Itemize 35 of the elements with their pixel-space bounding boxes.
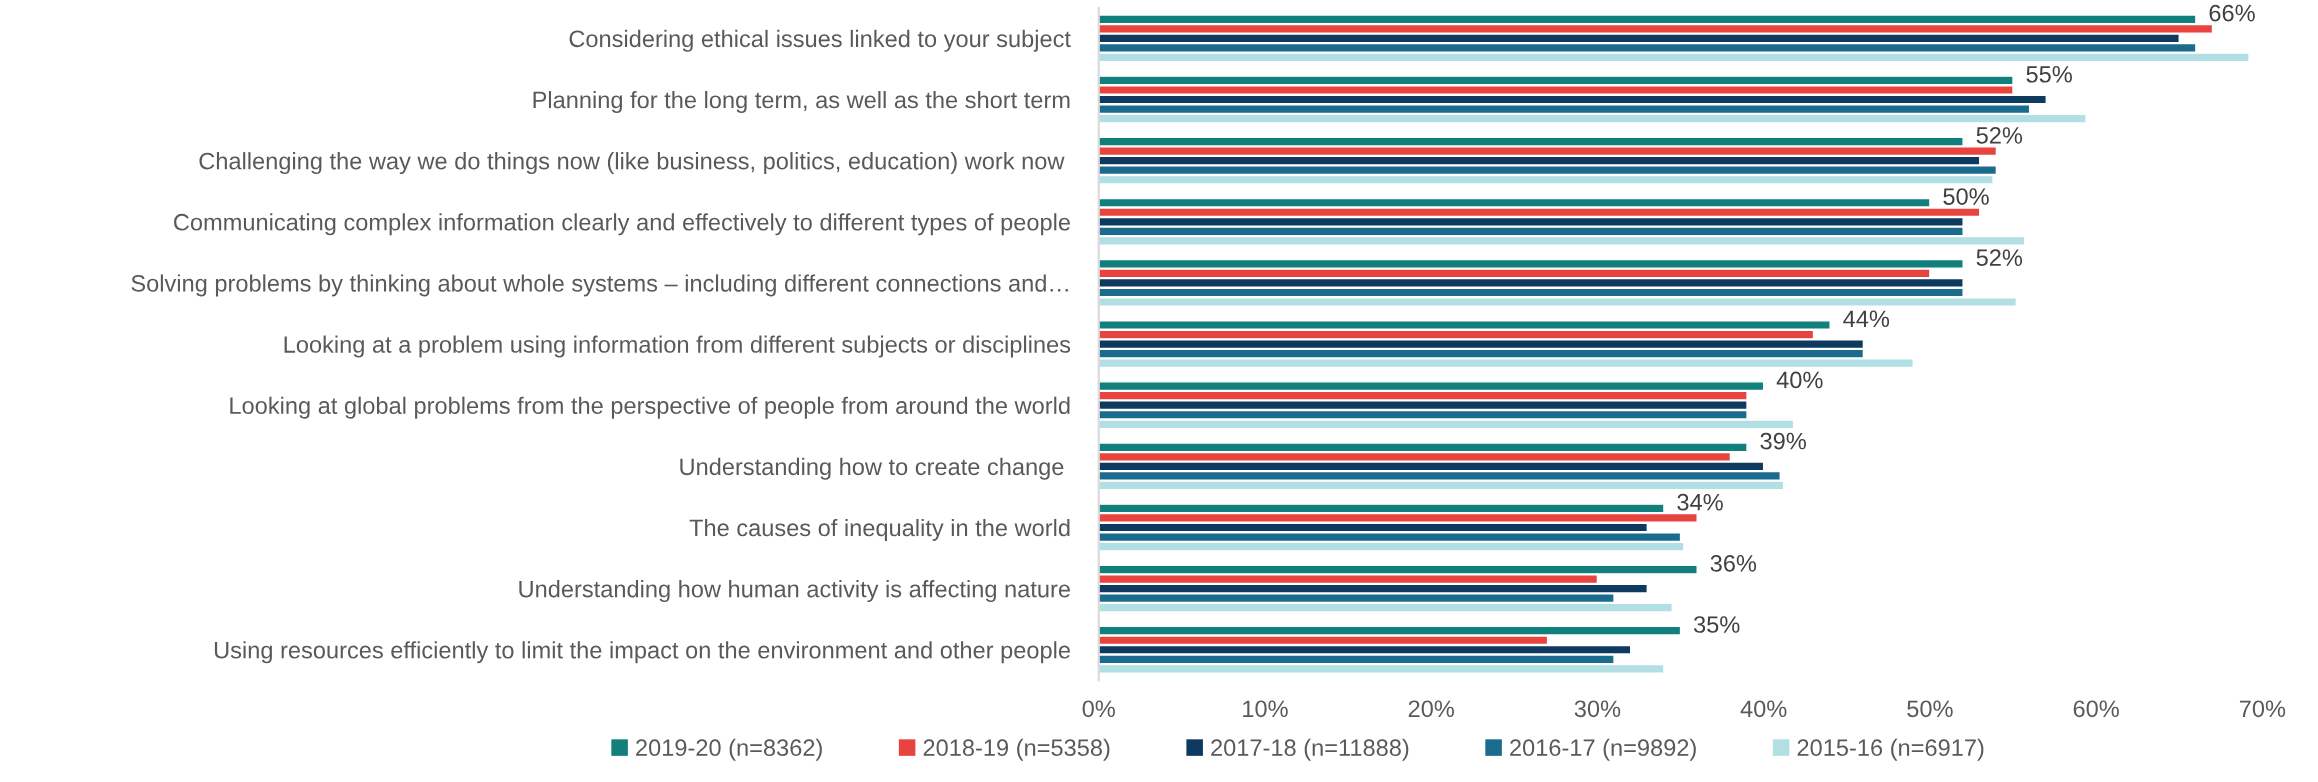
y-tick-label: Understanding how to create change — [680, 457, 1064, 480]
y-tick-label: The causes of inequality in the world — [689, 518, 1070, 541]
y-tick-label: Planning for the long term, as well as the short term — [533, 90, 1070, 113]
legend-label: 2015-16 (n=6917) — [1797, 738, 1984, 761]
data-label: 52% — [1976, 249, 2023, 267]
data-label: 36% — [1710, 555, 1757, 572]
data-label: 39% — [1760, 432, 1806, 450]
y-tick-label: Considering ethical issues linked to your subject — [569, 29, 1071, 52]
y-tick-label: Looking at a problem using information from different subjects or disciplines — [284, 335, 1071, 358]
legend-label: 2018-19 (n=5358) — [923, 738, 1110, 761]
x-tick-label: 0% — [1082, 700, 1115, 718]
legend-label: 2019-20 (n=8362) — [636, 738, 822, 761]
data-label: 35% — [1693, 616, 1740, 633]
y-tick-label: Solving problems by thinking about whole systems – including different connections and… — [131, 274, 1068, 297]
data-label: 44% — [1843, 310, 1890, 328]
legend-label: 2017-18 (n=11888) — [1211, 738, 1409, 761]
y-tick-label: Communicating complex information clearly and effectively to different types of people — [174, 213, 1070, 236]
x-tick-label: 50% — [1907, 700, 1953, 718]
y-tick-label: Using resources efficiently to limit the impact on the environment and other people — [214, 641, 1070, 664]
legend-label: 2016-17 (n=9892) — [1510, 738, 1696, 761]
data-label: 52% — [1976, 127, 2023, 144]
data-label: 55% — [2026, 66, 2072, 83]
y-tick-label: Looking at global problems from the perspective of people from around the world — [230, 396, 1070, 419]
y-tick-label: Challenging the way we do things now (like business, politics, education) work now — [199, 152, 1065, 175]
y-tick-label: Understanding how human activity is affecting nature — [519, 580, 1070, 603]
x-tick-label: 30% — [1574, 700, 1621, 718]
data-label: 40% — [1776, 371, 1823, 389]
x-tick-label: 70% — [2239, 700, 2286, 718]
data-label: 50% — [1943, 188, 1989, 205]
x-tick-label: 10% — [1243, 700, 1288, 718]
data-label: 34% — [1677, 493, 1723, 511]
x-tick-label: 40% — [1740, 700, 1787, 718]
x-tick-label: 60% — [2073, 700, 2119, 718]
x-tick-label: 20% — [1408, 700, 1454, 718]
data-label: 66% — [2209, 4, 2255, 22]
